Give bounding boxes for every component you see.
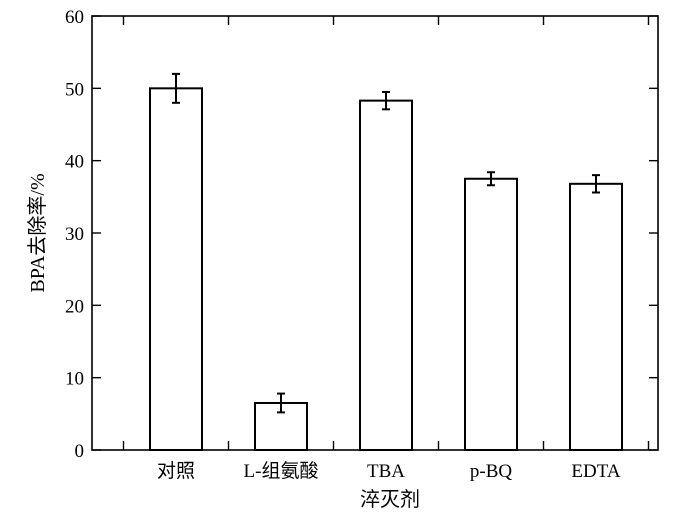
y-axis-title: BPA去除率/% — [26, 173, 49, 292]
y-tick-label: 30 — [65, 224, 84, 245]
y-tick-label: 50 — [65, 79, 84, 100]
x-tick-label: p-BQ — [470, 461, 513, 482]
y-tick-label: 10 — [65, 369, 84, 390]
plot-area: 0 10 20 30 40 50 60 对照 L-组氨酸 TBA p-BQ EDTA — [65, 7, 659, 482]
bar-1 — [149, 87, 203, 451]
x-tick-label: EDTA — [571, 461, 620, 482]
x-tick-label: 对照 — [157, 460, 195, 482]
bar-3 — [359, 99, 413, 451]
bar-4 — [464, 177, 518, 451]
x-axis-title: 淬灭剂 — [360, 488, 420, 511]
bar-5 — [569, 182, 623, 452]
y-tick-label: 0 — [75, 441, 85, 462]
x-tick-label: L-组氨酸 — [244, 460, 319, 482]
y-tick-label: 40 — [65, 152, 84, 173]
y-tick-label: 20 — [65, 296, 84, 317]
y-tick-label: 60 — [65, 7, 84, 28]
x-tick-label: TBA — [367, 461, 405, 482]
